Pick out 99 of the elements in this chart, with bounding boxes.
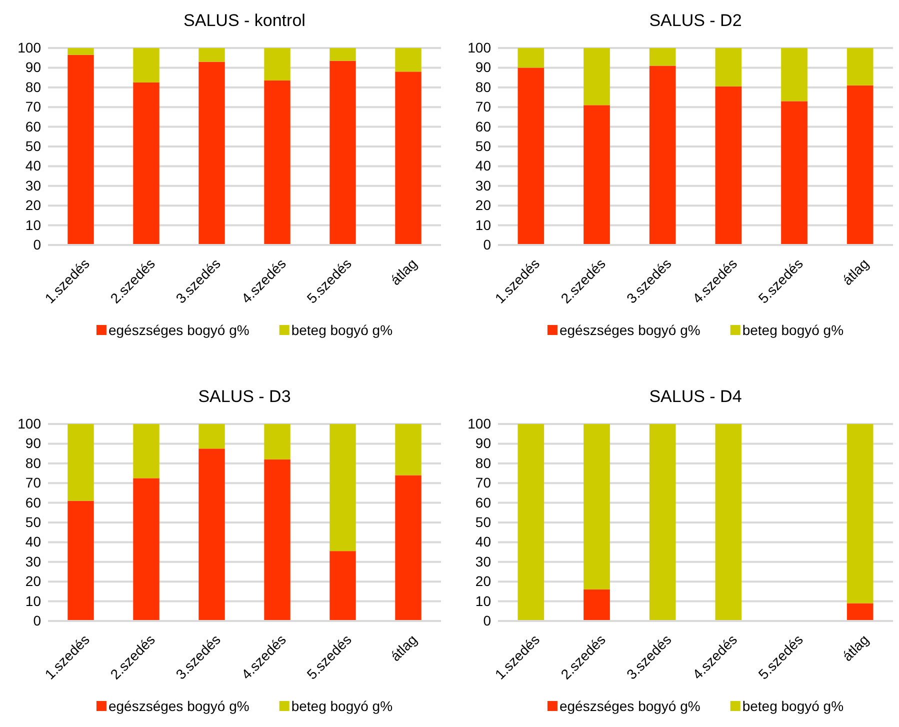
y-tick-label: 40 [475,534,492,550]
y-tick-label: 70 [25,474,42,491]
y-tick-label: 90 [475,59,492,76]
bar [330,424,356,552]
bar [584,105,610,245]
bar [584,48,610,106]
bar [198,424,225,449]
bar [133,478,160,621]
bar [846,603,874,621]
bar [395,72,422,245]
y-tick-label: 100 [468,39,492,56]
y-tick-label: 50 [475,138,492,154]
bar [518,48,544,68]
y-tick-label: 30 [475,177,492,194]
bar [68,424,94,501]
y-tick-label: 10 [25,216,42,233]
y-tick-label: 60 [475,494,492,510]
bar [198,448,225,621]
y-tick-label: 70 [475,474,492,491]
chart-title: SALUS - D3 [198,387,291,406]
y-tick-label: 60 [25,494,42,510]
bar [649,66,676,245]
legend-label: beteg bogyó g% [291,322,393,338]
y-tick-label: 10 [475,592,492,609]
legend-label: egészséges bogyó g% [559,698,700,714]
bar [133,82,160,245]
bar [264,80,290,245]
y-tick-label: 60 [25,118,42,134]
y-tick-label: 30 [25,177,42,194]
bar [68,500,94,621]
legend-label: beteg bogyó g% [742,698,844,714]
y-tick-label: 90 [25,59,42,76]
y-tick-label: 20 [475,197,492,214]
legend-label: egészséges bogyó g% [108,698,250,714]
bar [518,68,544,245]
y-tick-label: 90 [475,435,492,452]
y-tick-label: 40 [25,534,42,550]
bar [649,424,676,621]
bar [715,86,742,245]
bar [518,424,544,621]
y-tick-label: 80 [475,454,492,471]
y-tick-label: 40 [25,158,42,174]
y-tick-label: 20 [475,573,492,590]
bar [715,424,742,621]
legend-label: beteg bogyó g% [742,322,844,338]
y-tick-label: 0 [483,612,492,628]
y-tick-label: 80 [25,454,42,471]
y-tick-label: 90 [25,435,42,452]
bar [330,551,356,621]
chart-title: SALUS - D4 [649,387,742,406]
legend-label: egészséges bogyó g% [559,322,700,338]
y-tick-label: 100 [18,415,42,432]
bar [264,459,290,621]
y-tick-label: 100 [18,39,42,56]
y-tick-label: 40 [475,158,492,174]
bar [781,48,808,102]
y-tick-label: 20 [25,197,42,214]
bar [330,48,356,61]
legend-label: beteg bogyó g% [291,698,393,714]
bar [584,424,610,590]
bar [133,424,160,478]
chart-title: SALUS - D2 [649,11,742,30]
y-tick-label: 80 [475,78,492,95]
bar [198,48,225,62]
bar [781,101,808,245]
y-tick-label: 20 [25,573,42,590]
bar [846,85,874,245]
chart-title: SALUS - kontrol [184,11,306,30]
bar [395,48,422,72]
y-tick-label: 70 [25,98,42,115]
y-tick-label: 30 [475,553,492,570]
bar [395,475,422,621]
legend-label: egészséges bogyó g% [108,322,250,338]
bar [68,54,94,245]
bar [264,48,290,81]
bar [846,48,874,86]
y-tick-label: 80 [25,78,42,95]
y-tick-label: 100 [468,415,492,432]
bar [68,48,94,55]
y-tick-label: 50 [25,138,42,154]
bar [846,424,874,604]
bar [330,60,356,245]
bar [649,48,676,66]
y-tick-label: 60 [475,118,492,134]
y-tick-label: 0 [33,236,42,252]
y-tick-label: 0 [33,612,42,628]
y-tick-label: 50 [475,514,492,530]
bar [584,589,610,621]
y-tick-label: 30 [25,553,42,570]
bar [264,424,290,460]
y-tick-label: 0 [483,236,492,252]
y-tick-label: 10 [475,216,492,233]
bar [198,62,225,245]
y-tick-label: 70 [475,98,492,115]
y-tick-label: 10 [25,592,42,609]
y-tick-label: 50 [25,514,42,530]
bar [395,424,422,476]
bar [133,48,160,82]
bar [715,48,742,86]
